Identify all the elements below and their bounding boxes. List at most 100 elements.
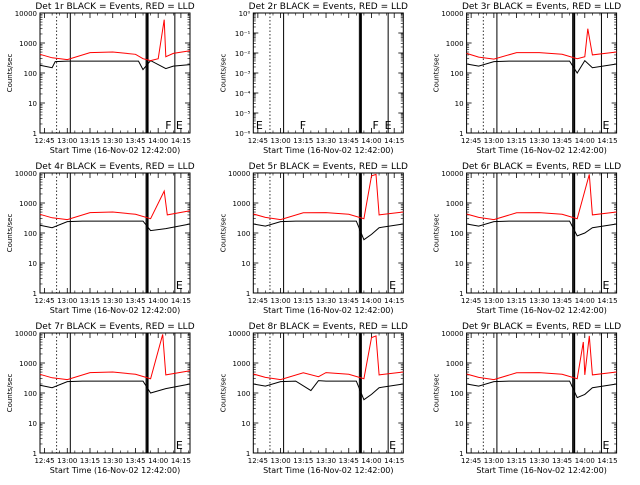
y-tick-label: 1000 [19,200,37,208]
y-tick-label: 10000 [15,10,37,18]
x-axis-label: Start Time (16-Nov-02 12:42:00) [50,306,180,315]
x-tick-label: 14:15 [171,137,191,145]
plot-frame [252,12,404,134]
panel-title: Det 2r BLACK = Events, RED = LLD [249,2,408,12]
x-tick-label: 13:45 [339,297,359,305]
x-tick-label: 13:15 [507,297,527,305]
y-axis-label: Counts/sec [219,54,227,93]
plot-frame [39,332,191,454]
x-tick-label: 13:00 [270,457,290,465]
y-axis-label: Counts/sec [219,374,227,413]
series-events-line [39,59,191,71]
x-tick-label: 13:15 [507,457,527,465]
series-events-line [253,380,404,401]
y-tick-label: 1000 [232,200,250,208]
x-tick-label: 14:15 [597,137,617,145]
segment-letter-label: F [300,119,306,132]
x-tick-label: 14:15 [171,297,191,305]
y-tick-label: 10000 [228,170,250,178]
y-tick-label: 1 [246,450,250,458]
y-tick-label: 100 [450,390,463,398]
series-lld-line [466,28,617,60]
y-tick-label: 10⁻⁵ [235,110,251,118]
series-lld-line [253,335,404,381]
segment-letter-label: E [385,119,392,132]
y-tick-label: 10000 [228,330,250,338]
plot-frame [466,172,618,294]
plot-frame [39,12,191,134]
segment-letter-label: E [176,439,183,452]
x-tick-label: 14:15 [597,297,617,305]
x-tick-label: 12:45 [461,457,481,465]
panel-7: Det 7r BLACK = Events, RED = LLD Counts/s… [6,322,195,475]
x-tick-label: 13:30 [316,137,336,145]
x-axis-label: Start Time (16-Nov-02 12:42:00) [476,306,606,315]
x-tick-label: 13:45 [552,137,572,145]
segment-letter-label: E [176,119,183,132]
x-tick-label: 13:00 [57,457,77,465]
series-events-line [466,59,617,74]
panel-title: Det 1r BLACK = Events, RED = LLD [35,2,194,12]
panel-title: Det 4r BLACK = Events, RED = LLD [35,162,194,172]
y-axis-label: Counts/sec [433,214,441,253]
y-tick-label: 10000 [15,170,37,178]
y-tick-label: 1000 [232,360,250,368]
x-tick-label: 13:15 [80,137,100,145]
x-axis-label: Start Time (16-Nov-02 12:42:00) [476,466,606,475]
x-tick-label: 13:45 [339,137,359,145]
x-tick-label: 14:00 [148,297,168,305]
y-tick-label: 10⁻³ [235,70,251,78]
y-axis-label: Counts/sec [6,54,14,93]
segment-letter-label: E [176,279,183,292]
x-tick-label: 13:00 [270,137,290,145]
y-tick-label: 100 [450,230,463,238]
x-tick-label: 13:30 [316,297,336,305]
x-tick-label: 13:15 [293,137,313,145]
x-tick-label: 14:00 [361,457,381,465]
x-tick-label: 12:45 [461,297,481,305]
x-tick-label: 13:45 [552,297,572,305]
x-tick-label: 13:15 [293,297,313,305]
x-tick-label: 12:45 [248,457,268,465]
x-axis-label: Start Time (16-Nov-02 12:42:00) [263,146,393,155]
x-tick-label: 13:30 [103,457,123,465]
y-axis-label: Counts/sec [219,214,227,253]
segment-letter-label: E [256,119,263,132]
series-events-line [466,380,617,399]
x-tick-label: 13:30 [103,137,123,145]
x-tick-label: 13:15 [80,457,100,465]
x-tick-label: 13:00 [484,137,504,145]
panel-1: Det 1r BLACK = Events, RED = LLD Counts/s… [6,2,195,155]
x-tick-label: 13:45 [339,457,359,465]
x-tick-label: 13:30 [529,137,549,145]
series-events-line [39,220,191,232]
series-lld-line [466,174,617,221]
plot-frame [39,172,191,294]
x-tick-label: 14:15 [384,297,404,305]
series-events-line [466,220,617,237]
series-events-line [253,220,404,241]
y-tick-label: 10 [28,260,37,268]
x-tick-label: 13:15 [80,297,100,305]
segment-letter-label: F [165,119,171,132]
x-tick-label: 14:00 [361,297,381,305]
x-tick-label: 14:00 [148,457,168,465]
x-tick-label: 13:30 [103,297,123,305]
panel-9: Det 9r BLACK = Events, RED = LLD Counts/s… [433,322,622,475]
y-tick-label: 1 [246,290,250,298]
y-tick-label: 1 [33,290,37,298]
y-tick-label: 10 [241,420,250,428]
panel-5: Det 5r BLACK = Events, RED = LLD Counts/s… [219,162,408,315]
y-tick-label: 1 [459,450,463,458]
series-events-line [39,380,191,394]
x-tick-label: 13:45 [125,137,145,145]
segment-letter-label: E [389,439,396,452]
y-tick-label: 1000 [446,40,464,48]
x-tick-label: 12:45 [461,137,481,145]
y-axis-label: Counts/sec [6,214,14,253]
x-tick-label: 13:30 [316,457,336,465]
panel-title: Det 9r BLACK = Events, RED = LLD [462,322,621,332]
segment-letter-label: F [372,119,378,132]
panel-title: Det 6r BLACK = Events, RED = LLD [462,162,621,172]
y-tick-label: 10000 [441,10,463,18]
